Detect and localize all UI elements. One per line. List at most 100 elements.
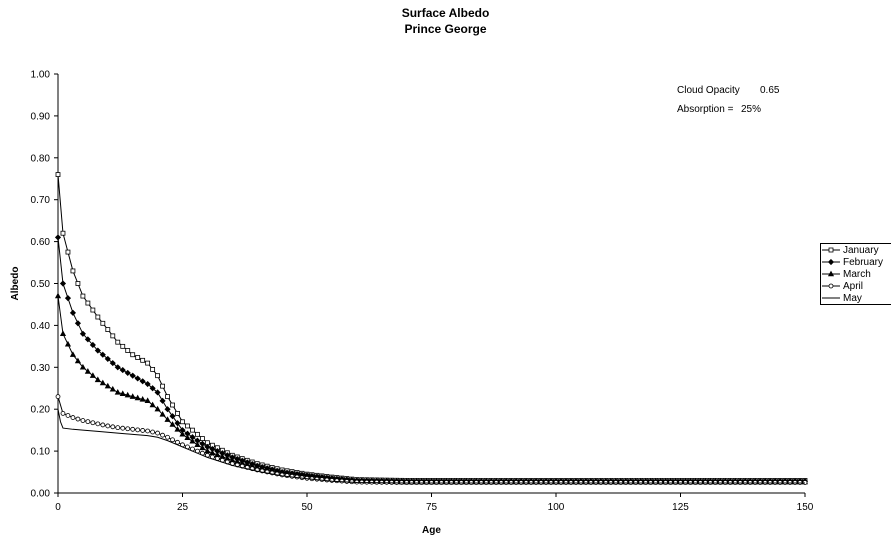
legend-item-april: April	[821, 280, 891, 292]
data-point-january	[145, 360, 151, 366]
data-point-january	[120, 343, 126, 349]
y-tick-label: 1.00	[31, 70, 51, 81]
data-point-february	[144, 380, 151, 388]
legend-label: March	[843, 268, 871, 280]
data-point-march	[164, 416, 171, 422]
data-point-march	[124, 391, 131, 398]
series-may	[57, 409, 805, 484]
data-point-april	[334, 478, 340, 484]
data-point-february	[89, 341, 96, 349]
data-point-april	[344, 479, 350, 484]
y-tick-label: 0.90	[31, 111, 51, 122]
data-point-march	[84, 368, 91, 374]
data-point-january	[105, 327, 111, 332]
data-point-january	[130, 352, 136, 358]
data-point-april	[324, 477, 330, 483]
data-point-march	[144, 397, 151, 404]
data-point-january	[125, 348, 131, 353]
data-point-april	[105, 423, 111, 429]
data-point-march	[109, 385, 116, 392]
data-point-april	[140, 428, 146, 433]
data-point-january	[75, 281, 81, 286]
y-axis-label: Albedo	[10, 267, 21, 301]
legend-marker	[827, 270, 835, 277]
data-point-february	[84, 336, 91, 343]
data-point-april	[60, 410, 66, 416]
data-point-april	[65, 413, 71, 418]
data-point-april	[125, 426, 131, 432]
series-line-january	[57, 174, 805, 481]
y-tick-label: 0.60	[31, 237, 51, 248]
data-point-january	[70, 268, 76, 274]
legend-swatch	[822, 247, 840, 253]
legend-label: February	[843, 256, 884, 268]
legend-marker	[828, 247, 834, 253]
legend-swatch	[822, 297, 840, 299]
data-point-february	[139, 378, 146, 385]
x-tick-label: 25	[177, 502, 189, 513]
data-point-march	[134, 394, 141, 401]
data-point-april	[160, 432, 165, 438]
x-tick-label: 50	[301, 502, 313, 513]
data-point-march	[174, 426, 181, 432]
data-point-february	[169, 413, 176, 420]
data-point-march	[99, 379, 106, 386]
y-tick-label: 0.10	[31, 447, 51, 458]
data-point-april	[85, 419, 91, 425]
data-point-january	[165, 394, 170, 400]
data-point-march	[59, 330, 67, 336]
data-point-march	[179, 430, 186, 437]
data-point-february	[114, 364, 121, 371]
data-point-january	[160, 383, 165, 389]
x-tick-label: 100	[548, 502, 565, 513]
x-tick-label: 150	[797, 502, 814, 513]
data-point-january	[65, 249, 71, 255]
data-point-january	[150, 366, 156, 372]
data-point-march	[94, 376, 101, 383]
data-point-february	[154, 389, 161, 396]
data-point-march	[184, 434, 191, 441]
data-point-march	[149, 401, 156, 408]
data-point-march	[119, 390, 126, 397]
data-point-january	[60, 230, 66, 236]
data-point-april	[339, 478, 345, 484]
x-tick-label: 75	[426, 502, 438, 513]
x-axis-label: Age	[422, 525, 441, 536]
data-point-april	[155, 430, 161, 436]
series-line-march	[57, 296, 805, 483]
data-point-february	[79, 330, 86, 337]
y-tick-label: 0.80	[31, 153, 51, 164]
data-point-march	[139, 395, 146, 402]
data-point-march	[79, 363, 86, 370]
data-point-february	[119, 367, 126, 374]
data-point-march	[169, 421, 176, 427]
data-point-march	[129, 393, 136, 399]
data-point-january	[185, 423, 190, 429]
legend-swatch	[822, 258, 840, 266]
data-point-february	[164, 406, 171, 413]
series-march	[54, 292, 809, 485]
data-point-february	[124, 369, 131, 376]
data-point-april	[170, 437, 175, 443]
annotation-label: Absorption =	[677, 104, 734, 115]
annotation-label: Cloud Opacity	[677, 85, 740, 96]
data-point-january	[135, 355, 141, 360]
legend-swatch	[822, 283, 840, 289]
data-point-january	[195, 431, 200, 437]
legend-item-february: February	[821, 256, 891, 268]
data-point-january	[80, 293, 86, 299]
data-point-april	[110, 424, 116, 430]
data-point-february	[99, 351, 106, 358]
legend-item-march: March	[821, 268, 891, 280]
data-point-january	[115, 339, 121, 345]
data-point-april	[55, 394, 61, 400]
data-point-february	[64, 295, 72, 302]
data-point-april	[289, 473, 295, 479]
x-tick-label: 0	[55, 502, 61, 513]
data-point-april	[75, 416, 81, 422]
data-point-january	[55, 172, 61, 177]
legend-label: April	[843, 280, 864, 292]
data-point-march	[69, 351, 77, 357]
data-point-february	[129, 372, 136, 379]
data-point-march	[74, 357, 81, 364]
